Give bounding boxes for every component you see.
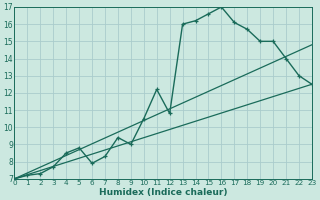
X-axis label: Humidex (Indice chaleur): Humidex (Indice chaleur)	[99, 188, 228, 197]
